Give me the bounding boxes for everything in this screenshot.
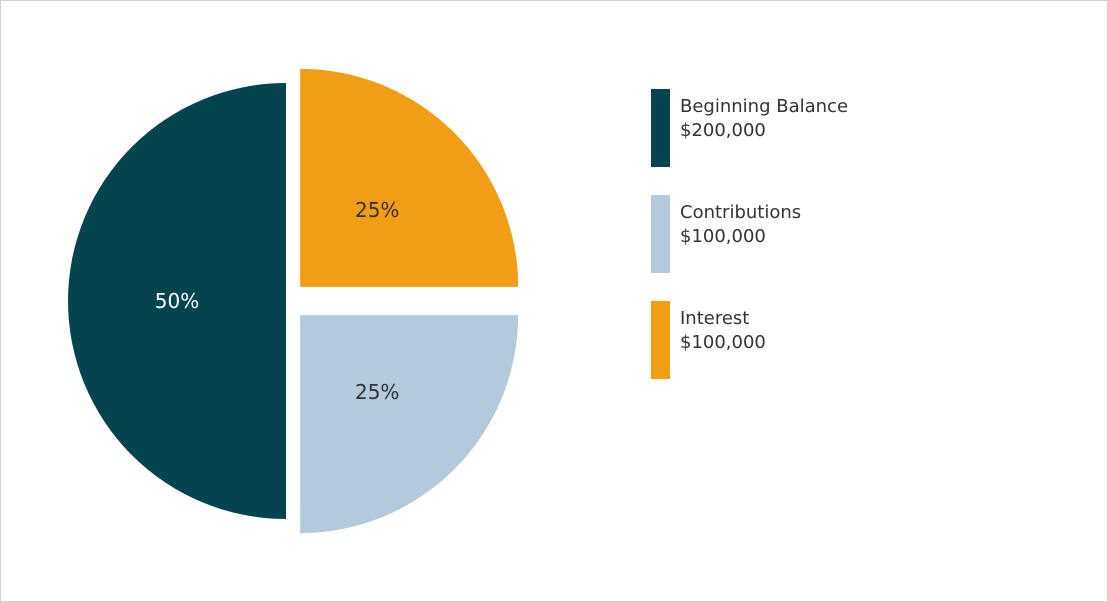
pie-slice-beginning-balance [68,83,286,519]
legend-amount-beginning-balance: $200,000 [680,120,766,141]
legend-item-beginning-balance: Beginning Balance $200,000 [651,89,1071,167]
pie-labels: 50% 25% 25% [155,198,400,404]
pie-slices [68,68,519,534]
legend-label-beginning-balance: Beginning Balance [680,96,849,117]
legend: Beginning Balance $200,000 Contributions… [651,89,1071,407]
legend-swatch-contributions [651,195,670,273]
legend-swatch-interest [651,301,670,379]
legend-amount-contributions: $100,000 [680,226,766,247]
pie-label-beginning-balance: 50% [155,289,199,313]
pie-label-interest: 25% [355,198,399,222]
legend-label-interest: Interest [680,308,750,329]
legend-item-contributions: Contributions $100,000 [651,195,1071,273]
legend-swatch-beginning-balance [651,89,670,167]
pie-slice-contributions [300,315,519,534]
legend-label-contributions: Contributions [680,202,802,223]
pie-label-contributions: 25% [355,380,399,404]
legend-amount-interest: $100,000 [680,332,766,353]
pie-slice-interest [300,68,519,287]
legend-item-interest: Interest $100,000 [651,301,1071,379]
